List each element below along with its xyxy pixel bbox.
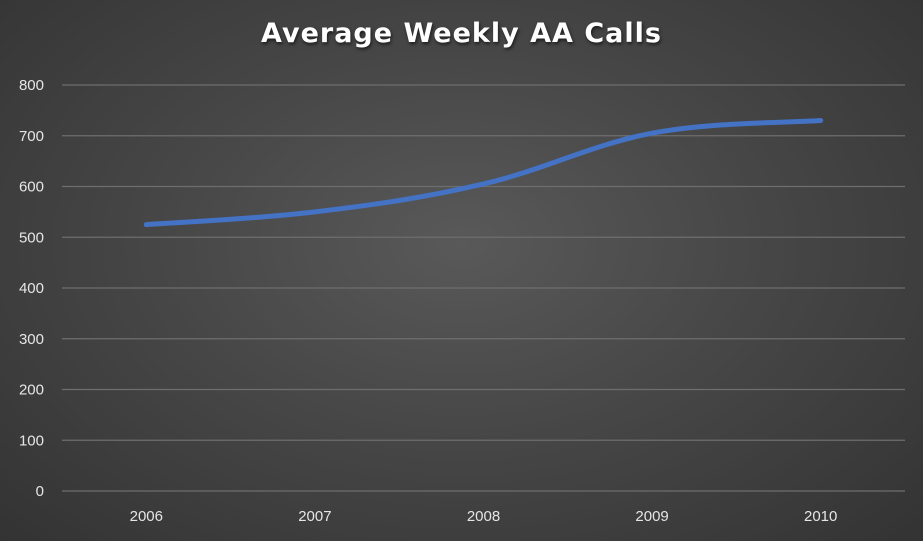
x-tick-label: 2007 [298,508,331,525]
y-tick-label: 500 [19,229,44,246]
y-tick-label: 700 [19,128,44,145]
y-tick-label: 800 [19,77,44,94]
y-tick-label: 400 [19,280,44,297]
x-tick-label: 2006 [130,508,163,525]
y-tick-label: 300 [19,331,44,348]
y-tick-label: 200 [19,382,44,399]
y-tick-label: 600 [19,179,44,196]
chart-title: Average Weekly AA Calls [261,18,662,49]
x-tick-label: 2010 [804,508,837,525]
y-tick-label: 100 [19,432,44,449]
x-tick-label: 2008 [467,508,500,525]
y-tick-label: 0 [36,483,44,500]
x-tick-label: 2009 [635,508,668,525]
